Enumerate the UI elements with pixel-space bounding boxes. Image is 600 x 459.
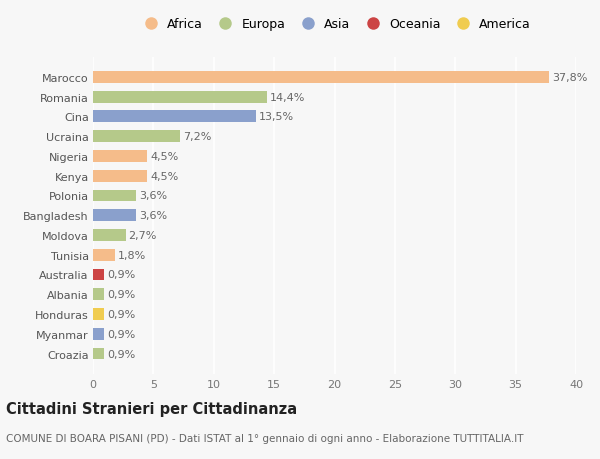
Text: 0,9%: 0,9% — [107, 349, 135, 359]
Text: 14,4%: 14,4% — [270, 92, 305, 102]
Text: 2,7%: 2,7% — [128, 230, 157, 241]
Bar — [93, 72, 550, 84]
Bar — [93, 308, 104, 320]
Text: 4,5%: 4,5% — [151, 151, 179, 162]
Bar — [93, 210, 136, 222]
Text: 0,9%: 0,9% — [107, 290, 135, 300]
Bar — [93, 249, 115, 261]
Bar — [93, 230, 125, 241]
Text: 7,2%: 7,2% — [183, 132, 211, 142]
Legend: Africa, Europa, Asia, Oceania, America: Africa, Europa, Asia, Oceania, America — [133, 13, 536, 36]
Bar — [93, 269, 104, 281]
Text: 37,8%: 37,8% — [553, 73, 588, 83]
Text: 0,9%: 0,9% — [107, 329, 135, 339]
Bar — [93, 170, 148, 182]
Text: 4,5%: 4,5% — [151, 171, 179, 181]
Bar — [93, 111, 256, 123]
Text: COMUNE DI BOARA PISANI (PD) - Dati ISTAT al 1° gennaio di ogni anno - Elaborazio: COMUNE DI BOARA PISANI (PD) - Dati ISTAT… — [6, 433, 523, 442]
Text: 1,8%: 1,8% — [118, 250, 146, 260]
Bar — [93, 348, 104, 360]
Bar — [93, 151, 148, 162]
Text: Cittadini Stranieri per Cittadinanza: Cittadini Stranieri per Cittadinanza — [6, 401, 297, 416]
Text: 0,9%: 0,9% — [107, 309, 135, 319]
Text: 13,5%: 13,5% — [259, 112, 294, 122]
Text: 3,6%: 3,6% — [139, 191, 167, 201]
Bar — [93, 91, 267, 103]
Bar — [93, 131, 180, 143]
Bar — [93, 289, 104, 301]
Text: 0,9%: 0,9% — [107, 270, 135, 280]
Bar — [93, 190, 136, 202]
Text: 3,6%: 3,6% — [139, 211, 167, 221]
Bar — [93, 328, 104, 340]
